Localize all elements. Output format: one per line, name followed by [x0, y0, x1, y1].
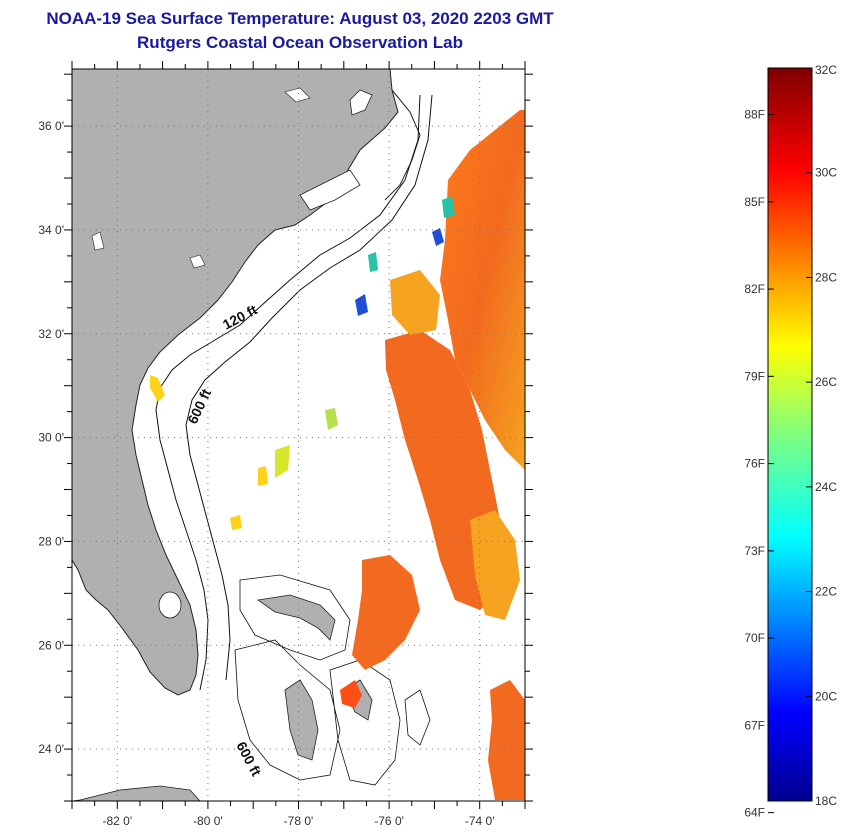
lat-tick-label: 30 0': [38, 431, 64, 445]
colorbar-fahrenheit-label: 79F: [744, 369, 765, 383]
colorbar-celsius-label: 32C: [815, 63, 837, 77]
lat-tick-label: 24 0': [38, 742, 64, 756]
colorbar-celsius-label: 22C: [815, 585, 837, 599]
lat-tick-label: 26 0': [38, 638, 64, 652]
sst-data-layer: [150, 110, 525, 800]
lon-tick-label: -78 0': [284, 814, 314, 828]
lat-tick-label: 36 0': [38, 119, 64, 133]
colorbar-celsius-label: 24C: [815, 480, 837, 494]
colorbar-celsius-label: 26C: [815, 375, 837, 389]
coastal-lakes: [91, 87, 311, 269]
colorbar-celsius-label: 18C: [815, 794, 837, 808]
lat-tick-label: 34 0': [38, 223, 64, 237]
colorbar-celsius-label: 20C: [815, 689, 837, 703]
colorbar-ticks: 32C 30C 28C 26C 24C 22C 20C 18C 88F 85F 82F 79F 76F 7…: [744, 63, 837, 820]
lon-tick-label: -82 0': [102, 814, 132, 828]
lat-tick-label: 28 0': [38, 534, 64, 548]
colorbar-fahrenheit-label: 76F: [744, 457, 765, 471]
colorbar-fahrenheit-label: 64F: [744, 806, 765, 820]
colorbar-fahrenheit-label: 70F: [744, 631, 765, 645]
contour-600ft: [185, 94, 433, 681]
map-subtitle: Rutgers Coastal Ocean Observation Lab: [137, 33, 463, 52]
colorbar-fahrenheit-label: 85F: [744, 195, 765, 209]
colorbar-fahrenheit-label: 88F: [744, 108, 765, 122]
bahamas-grand-bahama: [256, 594, 336, 641]
colorbar-gradient: [767, 67, 813, 802]
graticule: [72, 69, 525, 801]
bahamas-bottom: [72, 785, 201, 801]
map-title: NOAA-19 Sea Surface Temperature: August …: [46, 9, 554, 28]
lon-tick-label: -74 0': [465, 814, 495, 828]
map-axes: -82 0' -80 0' -78 0' -76 0' -74 0' 36 0' 34 0'…: [38, 61, 533, 828]
sst-map: 120 ft 600 ft 600 ft -82 0' -80 0' -78 0' -…: [38, 61, 533, 828]
colorbar-fahrenheit-label: 67F: [744, 718, 765, 732]
colorbar-fahrenheit-label: 82F: [744, 282, 765, 296]
lon-tick-label: -80 0': [193, 814, 223, 828]
lon-tick-label: -76 0': [374, 814, 404, 828]
bahamas-contours: [234, 574, 431, 786]
colorbar-celsius-label: 30C: [815, 166, 837, 180]
chesapeake-inlet: [349, 89, 373, 116]
bahamas-andros: [284, 679, 319, 761]
pamlico-sound: [299, 169, 361, 211]
colorbar-fahrenheit-label: 73F: [744, 544, 765, 558]
lat-tick-label: 32 0': [38, 327, 64, 341]
lake-okeechobee: [158, 591, 182, 619]
colorbar-celsius-label: 28C: [815, 270, 837, 284]
